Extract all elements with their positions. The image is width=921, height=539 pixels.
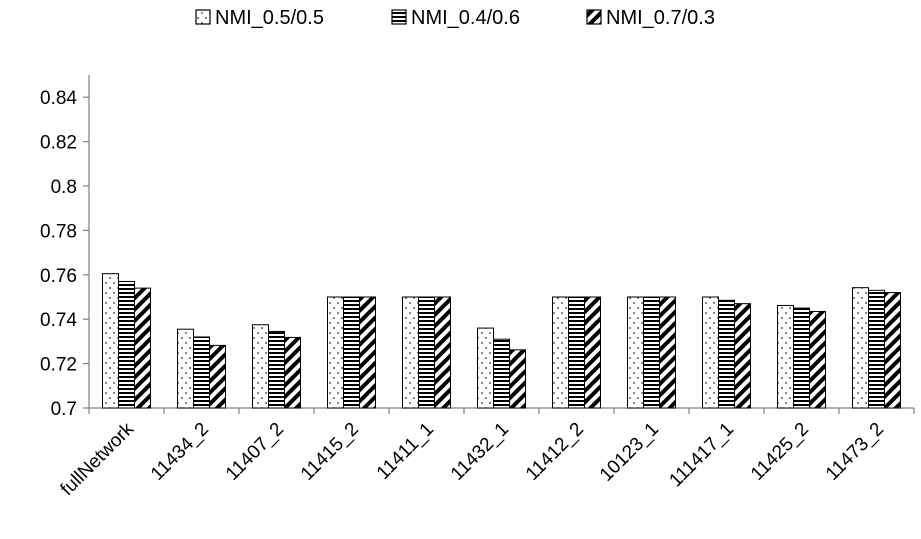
x-tick-label: 11432_1 (447, 419, 513, 485)
bar-NMI_0.7/0.3-10123_1 (659, 296, 676, 409)
x-tick-label: 11407_2 (222, 419, 288, 485)
x-tick-label: 11411_1 (373, 419, 438, 484)
bar-NMI_0.7/0.3-11434_2 (209, 344, 226, 409)
bar-NMI_0.5/0.5-11412_2 (552, 296, 569, 409)
bar-NMI_0.7/0.3-11473_2 (884, 292, 901, 409)
y-tick-label: 0.72 (40, 355, 77, 376)
bar-NMI_0.4/0.6-fullNetwork (118, 280, 135, 409)
x-tick-label: 10123_1 (596, 419, 663, 486)
bar-NMI_0.5/0.5-11411_1 (402, 296, 419, 409)
bar-NMI_0.4/0.6-10123_1 (643, 296, 660, 409)
y-tick-label: 0.8 (51, 177, 77, 198)
bar-NMI_0.7/0.3-fullNetwork (134, 287, 151, 409)
bar-NMI_0.7/0.3-11411_1 (434, 296, 451, 409)
x-tick-label: 11425_2 (747, 419, 813, 485)
bar-NMI_0.4/0.6-111417_1 (718, 299, 735, 409)
bar-NMI_0.4/0.6-11407_2 (268, 330, 285, 409)
bar-NMI_0.5/0.5-11473_2 (852, 287, 869, 409)
bar-NMI_0.5/0.5-11432_1 (477, 327, 494, 409)
x-tick-label: 111417_1 (665, 419, 738, 492)
bar-NMI_0.4/0.6-11415_2 (343, 296, 360, 409)
tick-labels: 0.7 0.72 0.74 0.76 0.78 0.8 0.82 0.84 fullNetwor… (40, 88, 888, 500)
bars (102, 273, 901, 409)
bar-NMI_0.4/0.6-11425_2 (793, 307, 810, 409)
x-tick-label: 11412_2 (522, 419, 588, 485)
bar-NMI_0.5/0.5-11407_2 (252, 324, 269, 409)
bar-NMI_0.7/0.3-11425_2 (809, 310, 826, 409)
bar-NMI_0.4/0.6-11411_1 (418, 296, 435, 409)
bar-NMI_0.5/0.5-11425_2 (777, 304, 794, 409)
bar-NMI_0.4/0.6-11473_2 (868, 289, 885, 409)
bar-NMI_0.7/0.3-11407_2 (284, 336, 301, 409)
legend: NMI_0.5/0.5 NMI_0.4/0.6 NMI_0.7/0.3 (195, 7, 715, 29)
x-tick-label: 11415_2 (297, 419, 363, 485)
legend-label: NMI_0.4/0.6 (411, 7, 520, 29)
x-tick-label: 11434_2 (147, 419, 213, 485)
y-tick-label: 0.82 (40, 133, 77, 154)
legend-swatch (195, 9, 211, 25)
bar-NMI_0.7/0.3-11415_2 (359, 296, 376, 409)
bar-NMI_0.4/0.6-11412_2 (568, 296, 585, 409)
bar-NMI_0.5/0.5-111417_1 (702, 296, 719, 409)
bar-NMI_0.5/0.5-11434_2 (177, 328, 194, 409)
x-tick-label: 11473_2 (822, 419, 888, 485)
bar-NMI_0.4/0.6-11432_1 (493, 338, 510, 409)
bar-NMI_0.4/0.6-11434_2 (193, 336, 210, 409)
y-tick-label: 0.76 (40, 266, 77, 287)
legend-swatch (391, 9, 407, 25)
y-tick-label: 0.74 (40, 310, 77, 331)
legend-label: NMI_0.5/0.5 (215, 7, 324, 29)
y-tick-label: 0.7 (51, 399, 77, 420)
bar-NMI_0.7/0.3-11432_1 (509, 349, 526, 409)
x-tick-label: fullNetwork (57, 418, 139, 500)
bar-NMI_0.5/0.5-10123_1 (627, 296, 644, 409)
bar-NMI_0.5/0.5-11415_2 (327, 296, 344, 409)
bar-NMI_0.7/0.3-111417_1 (734, 303, 751, 409)
legend-label: NMI_0.7/0.3 (606, 7, 715, 29)
legend-swatch (586, 9, 602, 25)
bar-NMI_0.7/0.3-11412_2 (584, 296, 601, 409)
y-tick-label: 0.84 (40, 88, 77, 109)
bar-NMI_0.5/0.5-fullNetwork (102, 273, 119, 409)
y-tick-label: 0.78 (40, 221, 77, 242)
